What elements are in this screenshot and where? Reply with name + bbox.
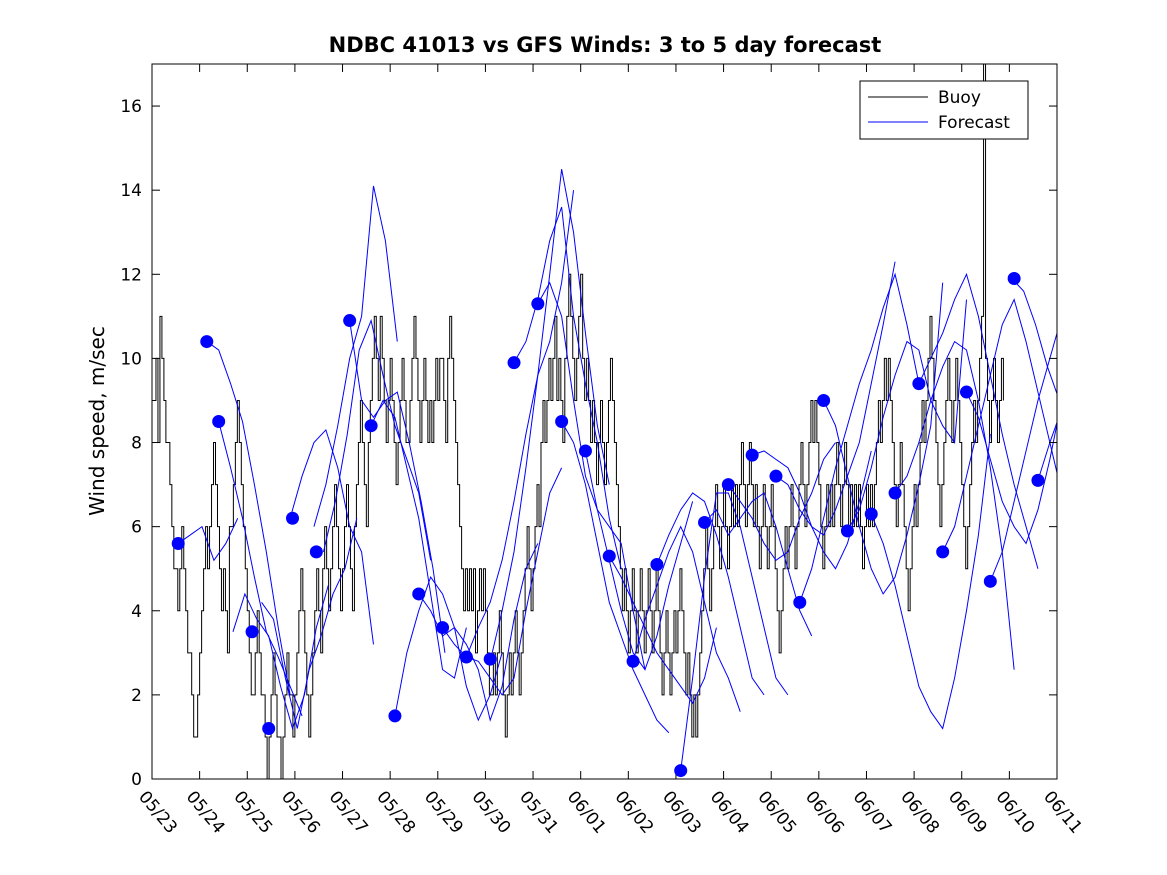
- forecast-init-point-6: [309, 545, 323, 559]
- forecast-init-point-24: [745, 448, 759, 462]
- forecast-run-line-14: [489, 169, 610, 662]
- forecast-run-line-5: [289, 428, 374, 645]
- forecast-run-line-27: [799, 272, 920, 603]
- forecast-init-point-0: [171, 536, 185, 550]
- y-tick-label: 16: [120, 97, 142, 117]
- forecast-run-line-22: [680, 492, 789, 771]
- forecast-init-point-22: [698, 515, 712, 529]
- forecast-run-line-1: [206, 341, 291, 695]
- forecast-init-point-16: [555, 415, 569, 428]
- forecast-run-line-30: [870, 434, 991, 730]
- forecast-run-line-31: [894, 340, 1015, 670]
- legend: Buoy Forecast: [859, 80, 1029, 140]
- forecast-init-point-36: [1031, 473, 1045, 487]
- forecast-run-line-6: [313, 185, 398, 527]
- forecast-init-point-12: [459, 650, 473, 664]
- forecast-run-line-34: [966, 391, 1057, 545]
- forecast-init-point-20: [650, 558, 664, 571]
- forecast-init-point-21: [674, 764, 688, 778]
- forecast-init-point-31: [912, 377, 926, 391]
- legend-box: [859, 80, 1029, 140]
- y-tick-label: 2: [131, 686, 142, 706]
- plot-frame: [151, 63, 1058, 780]
- forecast-init-point-28: [840, 524, 854, 538]
- forecast-init-point-9: [388, 709, 402, 723]
- forecast-init-point-10: [412, 587, 426, 601]
- forecast-init-point-4: [262, 722, 276, 736]
- forecast-init-point-32: [936, 545, 950, 559]
- y-tick-label: 10: [120, 349, 142, 369]
- forecast-run-line-36: [1011, 278, 1057, 396]
- forecast-init-point-1: [200, 335, 214, 349]
- forecast-run-line-29: [846, 299, 967, 532]
- forecast-run-line-19: [608, 555, 717, 705]
- forecast-init-point-5: [286, 511, 300, 525]
- forecast-init-point-29: [864, 507, 878, 521]
- forecast-init-point-17: [578, 444, 592, 458]
- y-tick-label: 4: [131, 602, 142, 622]
- forecast-run-line-2: [218, 421, 303, 717]
- y-tick-label: 12: [120, 265, 142, 285]
- plot-area: [152, 64, 1057, 779]
- forecast-init-point-27: [817, 393, 831, 407]
- forecast-run-line-28: [823, 282, 944, 595]
- forecast-init-point-26: [793, 595, 807, 609]
- forecast-init-point-18: [602, 549, 616, 563]
- forecast-init-point-33: [960, 385, 973, 399]
- forecast-run-line-21: [656, 492, 765, 696]
- chart-title: NDBC 41013 vs GFS Winds: 3 to 5 day fore…: [329, 33, 882, 57]
- forecast-run-line-8: [349, 320, 446, 653]
- forecast-run-line-37: [1037, 420, 1057, 481]
- forecast-run-line-7: [322, 318, 432, 561]
- forecast-run-line-3: [232, 585, 329, 731]
- forecast-run-line-23: [704, 492, 813, 637]
- forecast-init-point-3: [245, 625, 259, 639]
- forecast-init-point-13: [483, 652, 497, 666]
- forecast-run-line-32: [918, 272, 1039, 569]
- forecast-init-point-11: [436, 621, 450, 635]
- y-tick-label: 0: [131, 770, 142, 790]
- forecast-init-point-25: [769, 469, 783, 483]
- forecast-init-point-30: [888, 486, 902, 500]
- forecast-init-point-7: [343, 314, 357, 328]
- forecast-run-line-15: [513, 206, 622, 569]
- y-axis-label: Wind speed, m/sec: [85, 326, 109, 516]
- y-tick-label: 14: [120, 181, 142, 201]
- forecast-init-point-14: [507, 356, 521, 370]
- legend-label-forecast: Forecast: [938, 113, 1010, 133]
- forecast-init-point-35: [1007, 272, 1021, 285]
- forecast-run-line-33: [942, 298, 1057, 553]
- forecast-run-line-9: [370, 399, 467, 679]
- forecast-run-line-17: [561, 421, 670, 734]
- forecast-run-line-13: [465, 190, 575, 658]
- forecast-run-line-16: [537, 281, 646, 670]
- forecast-run-line-0: [177, 518, 239, 562]
- forecast-run-line-4: [261, 518, 358, 729]
- forecast-run-line-10: [394, 576, 503, 722]
- forecast-init-point-34: [983, 574, 997, 588]
- legend-label-buoy: Buoy: [938, 88, 981, 108]
- y-tick-label: 6: [131, 518, 142, 538]
- forecast-init-point-8: [364, 419, 378, 433]
- forecast-init-point-2: [212, 415, 226, 428]
- forecast-run-line-20: [632, 525, 741, 712]
- y-tick-label: 8: [131, 434, 142, 454]
- forecast-init-point-23: [721, 478, 735, 492]
- forecast-init-point-15: [531, 297, 545, 311]
- forecast-init-point-19: [626, 654, 640, 668]
- forecast-run-line-24: [727, 442, 836, 561]
- forecast-run-line-26: [775, 261, 896, 536]
